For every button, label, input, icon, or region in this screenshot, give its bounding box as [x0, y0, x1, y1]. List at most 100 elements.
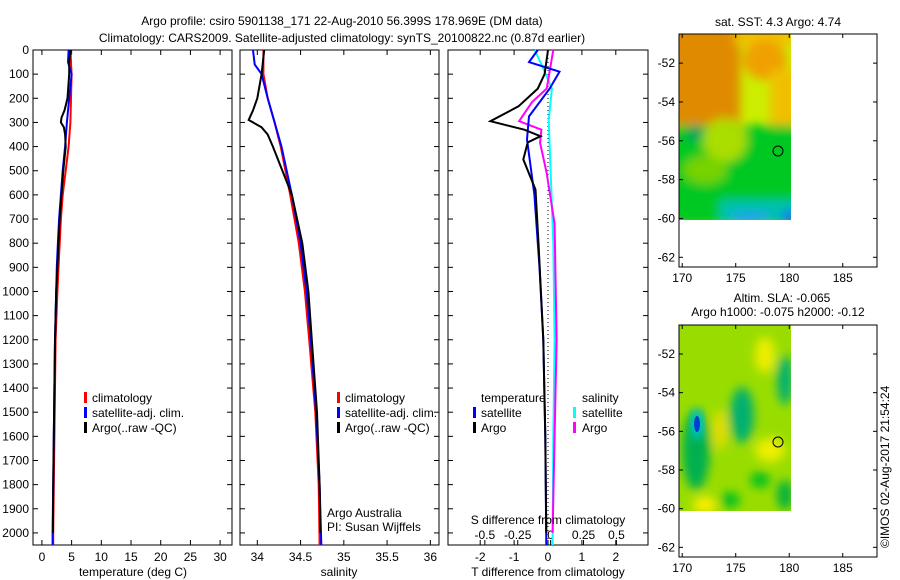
salinity-legend: climatology satellite-adj. clim. Argo(..…	[337, 391, 437, 435]
lat-tick-label: -52	[658, 56, 676, 70]
x-tick-label: 20	[154, 550, 168, 564]
y-tick-label: 1400	[2, 381, 29, 395]
s-difference-xlabel: S difference from climatology	[471, 513, 626, 527]
y-tick-label: 1000	[2, 284, 29, 298]
sla-map-axes: 170 175 180 185 -52 -54 -56 -58 -60 -62	[658, 324, 878, 575]
map-frame	[678, 33, 878, 268]
y-tick-label: 500	[9, 164, 29, 178]
y-tick-label: 900	[9, 260, 29, 274]
lat-tick-label: -62	[658, 540, 676, 554]
legend-label: satellite	[481, 406, 522, 420]
legend-label: satellite-adj. clim.	[92, 406, 184, 420]
s-diff-tick-label: 0.25	[572, 528, 596, 542]
y-tick-label: 600	[9, 188, 29, 202]
float-position-marker	[772, 145, 784, 157]
x-tick-label: 2	[612, 550, 619, 564]
lat-tick-label: -60	[658, 211, 676, 225]
y-tick-label: 1100	[3, 309, 29, 323]
plot-frame	[239, 49, 440, 546]
argo-line	[247, 49, 322, 533]
y-tick-label: 2000	[2, 526, 29, 540]
legend-swatch-s-satellite	[573, 407, 576, 418]
lat-tick-label: -56	[658, 424, 676, 438]
sst-map-title: sat. SST: 4.3 Argo: 4.74	[715, 15, 841, 29]
legend-swatch-s-argo	[573, 422, 576, 433]
lon-tick-label: 175	[726, 271, 746, 285]
float-position-marker	[772, 436, 784, 448]
x-tick-label: 35	[337, 550, 351, 564]
legend-swatch-argo	[84, 422, 87, 433]
legend-swatch-t-satellite	[473, 407, 476, 418]
lon-tick-label: 185	[833, 561, 853, 575]
x-tick-label: 1	[579, 550, 586, 564]
temperature-profile-panel: 0 5 10 15 20 25 300100200300400500600700800900…	[2, 43, 233, 564]
x-tick-label: 34.5	[289, 550, 313, 564]
x-tick-label: 25	[184, 550, 198, 564]
y-tick-label: 0	[22, 43, 29, 57]
lon-tick-label: 180	[779, 561, 799, 575]
difference-profile-panel: -2 -1 0 1 2 -0.5 -0.25 0 0.25 0.5	[447, 49, 649, 564]
climatology-line	[262, 50, 321, 546]
legend-label: Argo(..raw -QC)	[345, 421, 430, 435]
legend-swatch-climatology	[84, 392, 87, 403]
y-tick-label: 1900	[2, 502, 29, 516]
y-tick-label: 1700	[2, 453, 29, 467]
lat-tick-label: -54	[658, 95, 676, 109]
salinity-profile-panel: 34 34.5 35 35.5 36	[239, 49, 440, 564]
lat-tick-label: -58	[658, 173, 676, 187]
legend-label: satellite-adj. clim.	[345, 406, 437, 420]
y-tick-label: 800	[9, 236, 29, 250]
plot-frame	[32, 49, 233, 546]
s-argo-diff-line	[517, 49, 558, 533]
legend-label: Argo	[582, 421, 608, 435]
s-diff-tick-label: -0.25	[504, 528, 532, 542]
lat-tick-label: -58	[658, 463, 676, 477]
attribution-line-1: Argo Australia	[327, 506, 402, 520]
sst-heatmap	[679, 34, 791, 220]
lat-tick-label: -52	[658, 347, 676, 361]
x-tick-label: 15	[124, 550, 138, 564]
x-tick-label: 35.5	[375, 550, 399, 564]
s-diff-tick-label: 0.5	[608, 528, 625, 542]
s-satellite-diff-line	[533, 49, 556, 546]
map-frame	[678, 324, 878, 558]
y-tick-label: 100	[9, 67, 29, 81]
legend-label: Argo	[481, 421, 507, 435]
legend-header-temperature: temperature	[481, 391, 546, 405]
title-line-2: Climatology: CARS2009. Satellite-adjuste…	[99, 31, 585, 45]
y-tick-label: 200	[9, 91, 29, 105]
s-diff-tick-label: -0.5	[474, 528, 495, 542]
legend-swatch-t-argo	[473, 422, 476, 433]
legend-header-salinity: salinity	[582, 391, 619, 405]
lon-tick-label: 180	[779, 271, 799, 285]
x-tick-label: 5	[68, 550, 75, 564]
lat-tick-label: -62	[658, 250, 676, 264]
lat-tick-label: -60	[658, 502, 676, 516]
y-tick-label: 1600	[2, 429, 29, 443]
y-tick-label: 1500	[2, 405, 29, 419]
legend-swatch-climatology	[337, 392, 340, 403]
lon-tick-label: 170	[672, 561, 692, 575]
y-tick-label: 1800	[2, 478, 29, 492]
temperature-legend: climatology satellite-adj. clim. Argo(..…	[84, 391, 184, 435]
x-tick-label: 36	[424, 550, 438, 564]
satellite-adj-line	[252, 49, 323, 546]
x-tick-label: 30	[213, 550, 227, 564]
lon-tick-label: 175	[726, 561, 746, 575]
x-tick-label: 34	[251, 550, 265, 564]
legend-swatch-argo	[337, 422, 340, 433]
t-difference-xlabel: T difference from climatology	[471, 565, 625, 579]
x-tick-label: -1	[509, 550, 520, 564]
y-tick-label: 1300	[2, 357, 29, 371]
x-tick-label: 0	[39, 550, 46, 564]
y-tick-label: 1200	[2, 333, 29, 347]
salinity-xlabel: salinity	[321, 565, 358, 579]
sla-map-title-line-2: Argo h1000: -0.075 h2000: -0.12	[691, 305, 865, 319]
y-tick-label: 400	[9, 140, 29, 154]
legend-label: satellite	[582, 406, 623, 420]
x-tick-label: 0	[545, 550, 552, 564]
difference-legend: temperature salinity satellite Argo sate…	[473, 391, 623, 435]
temperature-xlabel: temperature (deg C)	[79, 565, 187, 579]
legend-label: Argo(..raw -QC)	[92, 421, 177, 435]
